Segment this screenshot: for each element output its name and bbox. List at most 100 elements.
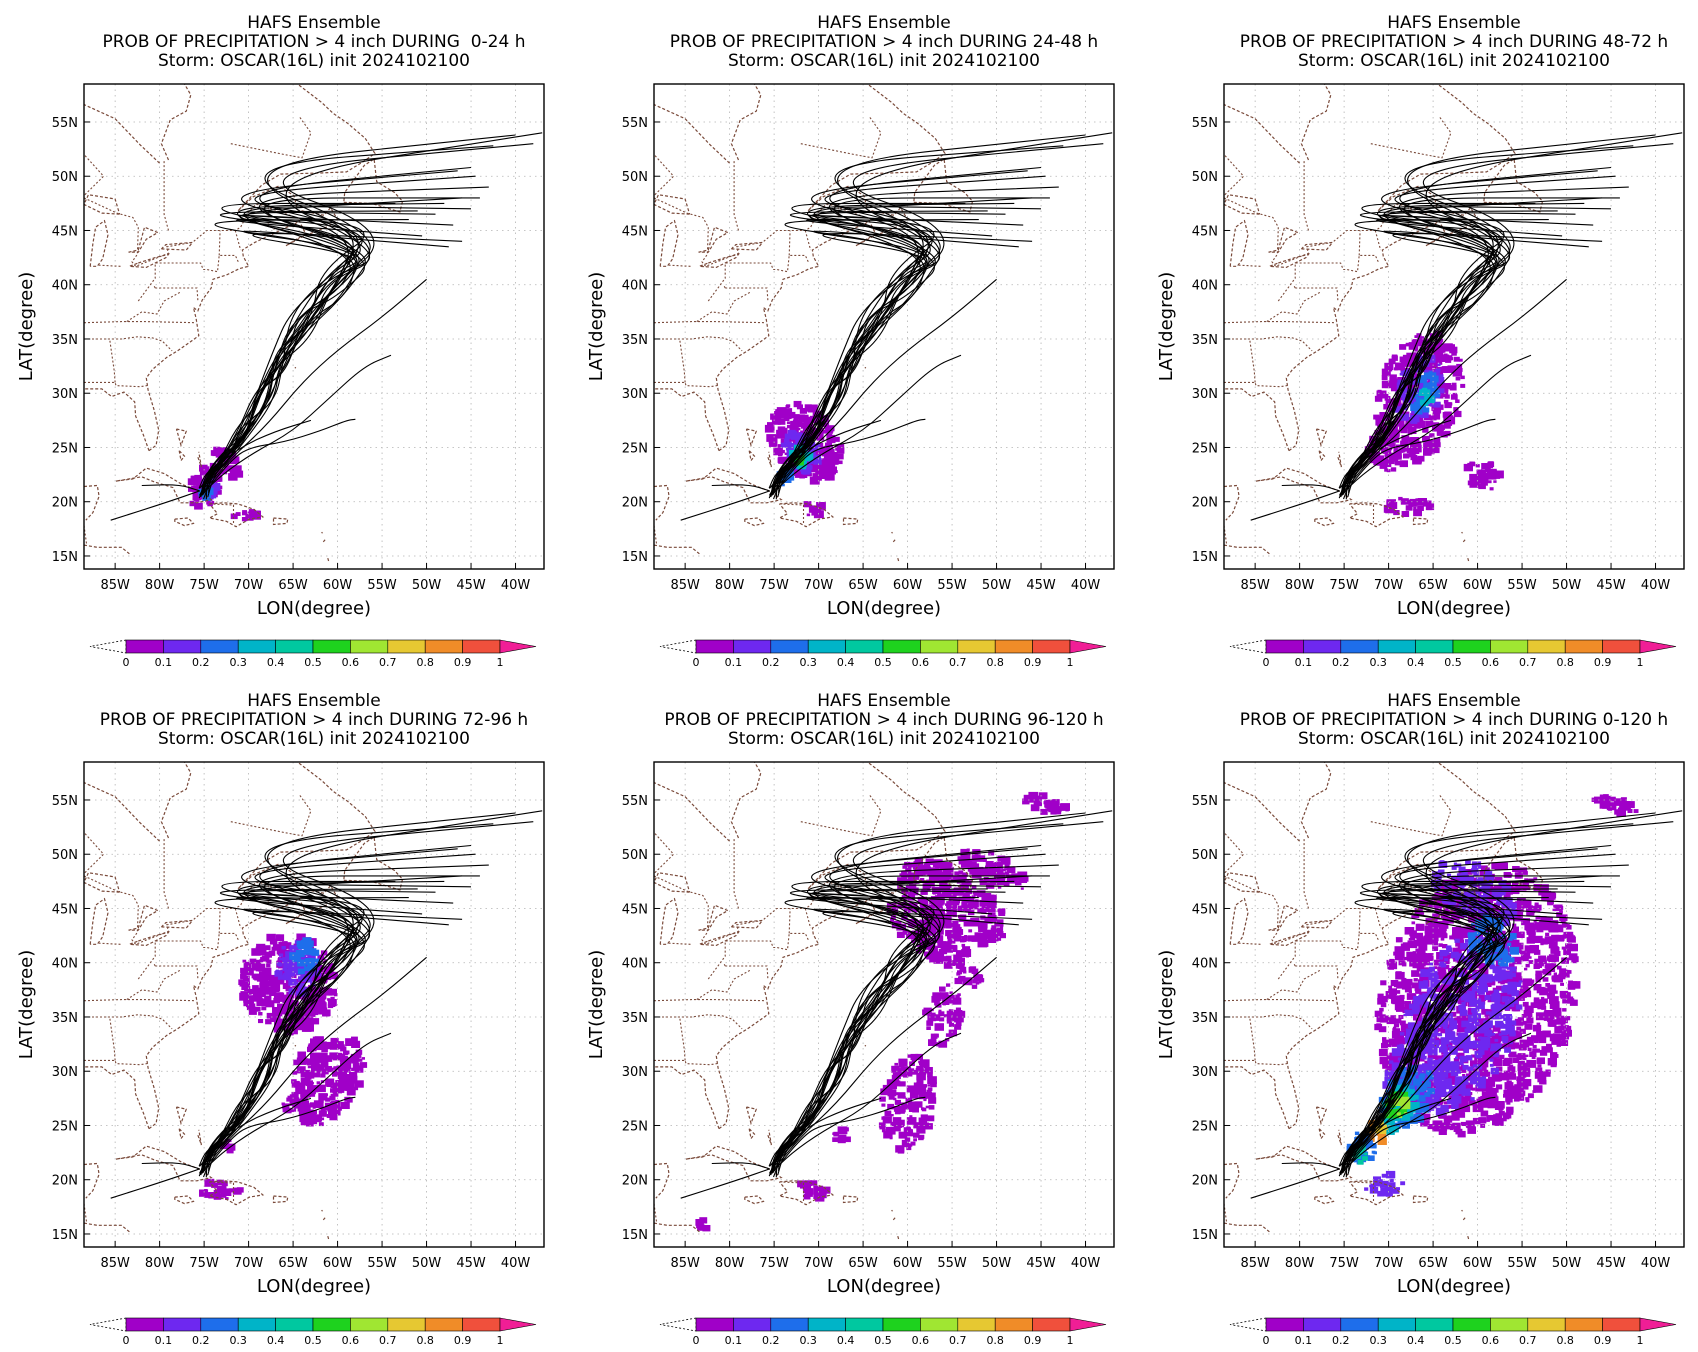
precip-cell	[1436, 928, 1441, 932]
precip-cell	[1527, 1093, 1534, 1099]
colorbar-swatch	[163, 1317, 202, 1332]
colorbar-tick-label: 0.9	[454, 656, 472, 669]
precip-cell	[1449, 385, 1457, 391]
precip-cell	[358, 1058, 363, 1062]
precip-cell	[943, 1014, 948, 1018]
precip-cell	[906, 931, 916, 940]
precip-cell	[1415, 1024, 1422, 1029]
precip-cell	[803, 451, 814, 460]
precip-cell	[1453, 356, 1460, 362]
precip-cell	[1450, 879, 1459, 886]
precip-cell	[1447, 365, 1457, 373]
precip-cell	[306, 1058, 316, 1066]
colorbar-tick-label: 0.4	[267, 1334, 285, 1347]
precip-cell	[1434, 971, 1438, 974]
precip-cell	[1004, 861, 1008, 865]
precip-cell	[1528, 960, 1534, 964]
precip-cell	[957, 970, 962, 975]
precip-cell	[1415, 989, 1422, 994]
precip-cell	[1393, 406, 1402, 413]
precip-cell	[353, 1060, 359, 1066]
border-segment	[679, 340, 686, 383]
colorbar-tick-label: 0.8	[986, 656, 1004, 669]
panel-title-line3: Storm: OSCAR(16L) init 2024102100	[1298, 729, 1610, 749]
precip-cell	[1458, 1000, 1463, 1005]
ensemble-track	[773, 864, 1059, 1166]
ensemble-tracks	[1250, 132, 1683, 521]
colorbar-swatch	[770, 1317, 809, 1332]
precip-cell	[296, 1057, 306, 1065]
precip-cell	[1560, 982, 1564, 986]
border-segment	[654, 1014, 743, 1030]
colorbar: 0 0.1 0.2 0.3 0.4 0.5 0.6 0.7 0.8 0.9 1	[659, 1317, 1107, 1347]
precip-cell	[199, 1189, 209, 1197]
precip-cell	[1479, 870, 1488, 877]
coastline-segment	[129, 931, 171, 947]
precip-cell	[909, 1091, 919, 1099]
precip-cell	[1476, 469, 1486, 478]
panel-title-line2: PROB OF PRECIPITATION > 4 inch DURING 0-…	[102, 32, 525, 52]
precip-cell	[1488, 1085, 1493, 1089]
precip-cell	[975, 981, 980, 985]
precip-cell	[973, 891, 979, 896]
precip-cell	[1552, 908, 1556, 912]
precip-cell	[1478, 483, 1486, 490]
precip-cell	[282, 957, 289, 963]
colorbar-tick-label: 0.6	[912, 656, 930, 669]
border-segment	[137, 932, 240, 980]
precip-cell	[1510, 972, 1516, 978]
precip-cell	[901, 870, 910, 878]
precip-cell	[898, 1108, 905, 1114]
precip-cell	[1567, 996, 1574, 1001]
precip-cell	[1494, 1103, 1504, 1110]
precip-cell	[1413, 953, 1424, 962]
precip-cell	[783, 416, 787, 420]
precip-cell	[1060, 803, 1070, 811]
precip-cell	[801, 459, 807, 464]
precip-cell	[1450, 1011, 1457, 1017]
precip-cell	[931, 904, 941, 912]
precip-cell	[329, 1095, 336, 1101]
precip-cell	[908, 1143, 913, 1147]
lon-tick-label: 50W	[1552, 578, 1582, 593]
precip-cell	[251, 974, 257, 979]
lon-tick-label: 55W	[367, 1256, 397, 1271]
precip-cell	[1407, 1022, 1415, 1028]
lon-tick-label: 55W	[367, 578, 397, 593]
precip-cell	[1453, 407, 1459, 412]
precip-cell	[804, 404, 812, 410]
precip-cell	[1480, 1019, 1485, 1022]
precip-cell	[948, 1022, 954, 1027]
precip-cell	[777, 444, 783, 448]
precip-cell	[1434, 931, 1443, 938]
precip-cell	[1384, 452, 1389, 457]
precip-cell	[1481, 1091, 1489, 1097]
precip-cell	[305, 945, 313, 951]
precip-cell	[938, 1040, 948, 1048]
precip-cell	[1436, 1121, 1441, 1125]
precip-cell	[1059, 806, 1064, 810]
precip-cell	[332, 1041, 341, 1048]
precip-cell	[1413, 506, 1417, 510]
precip-cell	[1488, 1096, 1499, 1105]
precip-cell	[1423, 953, 1434, 961]
precip-cell	[194, 502, 203, 510]
precip-cell	[1561, 1033, 1570, 1040]
precip-cell	[932, 1014, 941, 1021]
coastline-segment	[777, 502, 835, 528]
precip-cell	[934, 1023, 944, 1031]
precip-cell	[890, 915, 896, 919]
colorbar-swatch	[920, 1317, 959, 1332]
lat-tick-label: 55N	[52, 794, 78, 809]
precip-cell	[337, 1074, 344, 1080]
precip-cell	[1453, 897, 1460, 903]
precip-cell	[1505, 1017, 1513, 1023]
precip-cell	[1437, 1028, 1442, 1032]
precip-cell	[349, 1071, 358, 1079]
precip-cell	[247, 988, 254, 994]
y-axis-label: LAT(degree)	[16, 272, 37, 381]
coastline-segment	[864, 1044, 867, 1047]
precip-cell	[318, 1110, 327, 1117]
precip-cell	[913, 1082, 921, 1088]
precip-cell	[1566, 935, 1576, 942]
